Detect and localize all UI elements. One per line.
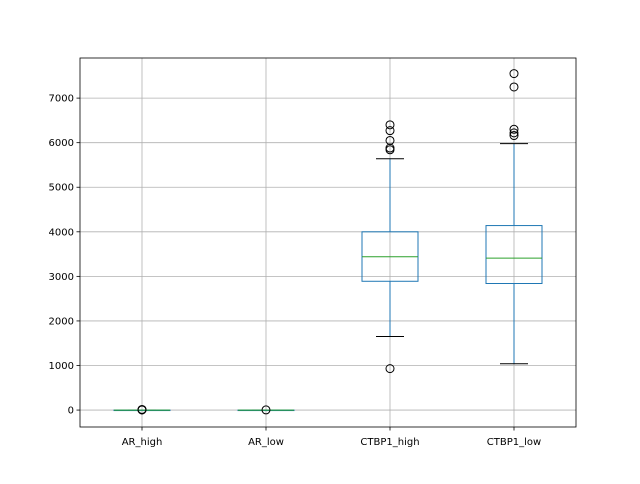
x-tick-label: AR_high (122, 437, 163, 448)
outlier-point (261, 405, 271, 415)
box-group-ar-low (237, 405, 295, 415)
y-tick-label: 7000 (49, 94, 74, 105)
outlier-point (509, 82, 519, 92)
box-group-ctbp1-high (361, 120, 419, 374)
outlier-point (385, 135, 395, 145)
outlier-point (385, 126, 395, 136)
y-tick-label: 2000 (49, 316, 74, 327)
box-group-ctbp1-low (485, 69, 543, 365)
outlier-point (385, 364, 395, 374)
box-layer (113, 69, 543, 415)
tick-layer: 0 1000 2000 3000 4000 5000 6000 7000 AR_high AR_l… (49, 94, 542, 448)
y-tick-label: 1000 (49, 361, 74, 372)
box-group-ar-high (113, 404, 171, 415)
y-tick-label: 3000 (49, 272, 74, 283)
y-tick-label: 0 (68, 406, 74, 417)
outlier-point (137, 404, 147, 414)
grid-layer (80, 58, 576, 427)
iqr-box (485, 225, 543, 284)
outlier-point (509, 69, 519, 79)
y-tick-label: 5000 (49, 183, 74, 194)
outlier-point (509, 131, 519, 141)
x-tick-label: CTBP1_low (487, 437, 541, 448)
outlier-point (509, 128, 519, 138)
y-tick-label: 4000 (49, 227, 74, 238)
outlier-point (385, 120, 395, 130)
plot-frame (79, 57, 577, 428)
y-tick-label: 6000 (49, 138, 74, 149)
outlier-point (509, 124, 519, 134)
x-tick-label: CTBP1_high (360, 437, 419, 448)
x-tick-label: AR_low (248, 437, 284, 448)
